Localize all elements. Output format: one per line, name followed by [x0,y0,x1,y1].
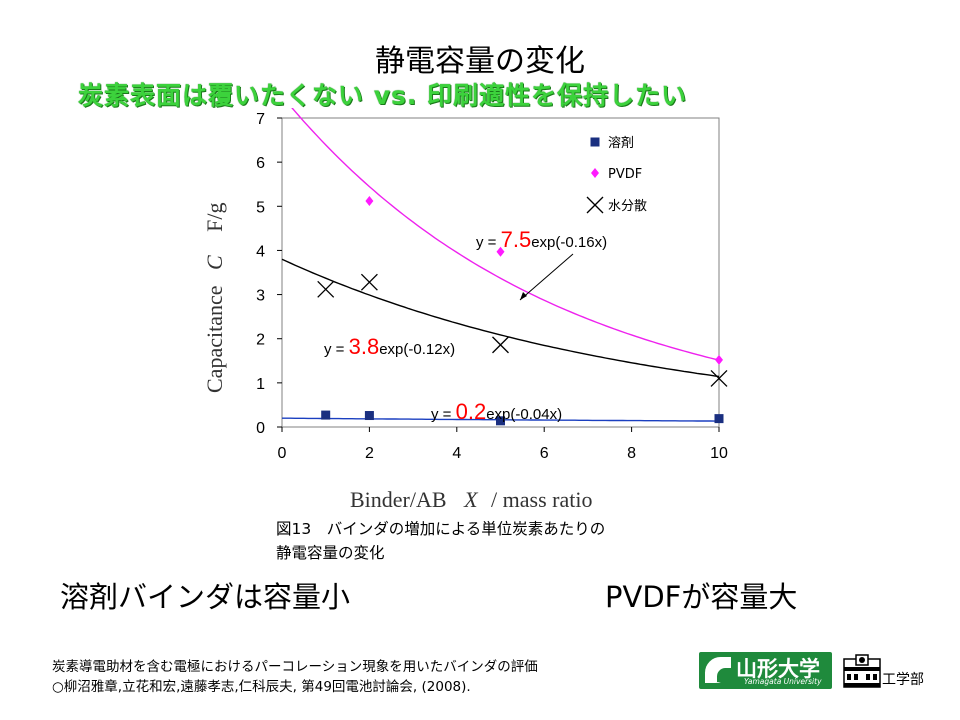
equation-prefix: y = [324,341,349,358]
conclusion-solvent-binder: 溶剤バインダは容量小 [60,580,351,614]
legend-marker [591,168,599,178]
axis-ticks: 0 2 4 6 8 10 0 1 2 3 4 5 6 7 [256,111,728,462]
equation-annotations: y = 7.5exp(-0.16x)y = 3.8exp(-0.12x)y = … [324,227,607,424]
data-point-series-1 [496,416,505,426]
y-tick-label: 4 [256,243,265,260]
x-axis-label-main: Binder/AB [350,487,447,512]
conclusion-pvdf: PVDFが容量大 [605,580,798,614]
y-axis-label-symbol: C [202,255,227,270]
data-point-series-1 [321,410,331,420]
data-point-series-3 [360,273,378,291]
legend: 溶剤 PVDF 水分散 [586,135,647,214]
data-point-series-1 [364,411,374,421]
data-point-series-3 [317,280,335,298]
equation-suffix: exp(-0.16x) [531,234,607,251]
annotation-arrow [519,253,574,301]
equation-coefficient: 0.2 [456,399,487,424]
equation-annotation: y = 0.2exp(-0.04x) [431,399,562,424]
x-axis-label: Binder/AB X / mass ratio [350,487,592,512]
data-markers [317,195,728,426]
y-axis-label: Capacitance C F/g [202,202,227,393]
reference-title: 炭素導電助材を含む電極におけるパーコレーション現象を用いたバインダの評価 [52,659,538,675]
fit-curve-series-3 [281,258,720,378]
x-axis-label-symbol: X [463,487,479,512]
y-axis-label-unit: F/g [202,202,227,231]
legend-label: 水分散 [608,199,647,214]
leaf-icon [705,657,731,683]
faculty-label: 工学部 [882,672,924,688]
equation-annotation: y = 3.8exp(-0.12x) [324,334,455,359]
y-axis-label-main: Capacitance [202,286,227,394]
equation-suffix: exp(-0.04x) [486,406,562,423]
equation-coefficient: 7.5 [501,227,532,252]
annotation-arrowhead [520,292,527,300]
data-point-series-3 [492,336,509,354]
x-tick-label: 0 [278,445,287,462]
building-icon [843,654,881,688]
equation-coefficient: 3.8 [349,334,380,359]
y-tick-label: 3 [256,288,265,305]
equation-prefix: y = [431,406,456,423]
equation-prefix: y = [476,234,501,251]
x-tick-label: 2 [365,445,374,462]
x-tick-label: 4 [452,445,461,462]
y-tick-label: 0 [256,420,265,437]
legend-marker [586,196,604,214]
x-axis-label-unit: / mass ratio [491,487,592,512]
slide-subtitle: 炭素表面は覆いたくない vs. 印刷適性を保持したい [78,81,688,110]
equation-suffix: exp(-0.12x) [379,341,455,358]
figure-caption: 図13 バインダの増加による単位炭素あたりの 静電容量の変化 [276,520,606,562]
university-name: 山形大学 [736,657,820,681]
plot-area [281,117,720,428]
y-tick-label: 7 [256,111,265,128]
fit-curve-series-2 [291,108,720,361]
legend-marker [590,137,600,147]
legend-label: PVDF [608,167,642,182]
x-tick-label: 10 [710,445,728,462]
data-point-series-2 [365,195,374,206]
equation-annotation: y = 7.5exp(-0.16x) [476,227,607,252]
data-point-series-3 [710,369,728,387]
slide-title: 静電容量の変化 [375,44,585,79]
x-tick-label: 6 [540,445,549,462]
y-tick-label: 1 [256,376,265,393]
data-point-series-1 [714,414,724,424]
university-roman-name: Yamagata University [744,677,822,686]
data-point-series-2 [715,354,723,365]
y-tick-label: 2 [256,332,265,349]
y-tick-label: 6 [256,155,265,172]
reference-authors: ○柳沼雅章,立花和宏,遠藤孝志,仁科辰夫, 第49回電池討論会, (2008). [52,679,471,695]
y-tick-label: 5 [256,199,265,216]
legend-label: 溶剤 [608,135,634,151]
university-logo: 山形大学 Yamagata University [699,652,832,689]
x-tick-label: 8 [627,445,636,462]
data-point-series-2 [496,246,505,257]
